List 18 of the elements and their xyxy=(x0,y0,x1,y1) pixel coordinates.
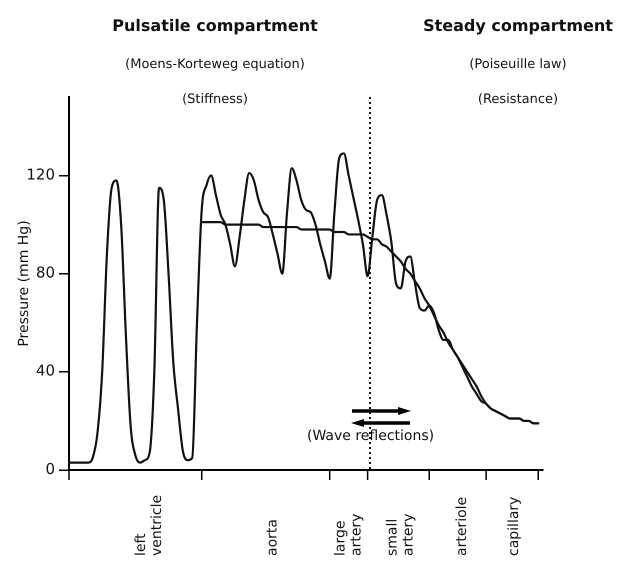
x-tick-label: small artery xyxy=(384,514,416,556)
annotation: (Wave reflections) xyxy=(307,428,434,444)
annotation: (Resistance) xyxy=(476,92,560,107)
text: Steady compartment xyxy=(422,16,614,35)
y-tick-label: 120 xyxy=(26,165,55,184)
text: (Moens-Korteweg equation) xyxy=(124,57,306,72)
x-tick-label: arteriole xyxy=(454,496,470,556)
x-tick-label: capillary xyxy=(506,496,522,556)
x-tick-label: aorta xyxy=(264,519,280,556)
y-tick-label: 80 xyxy=(36,264,55,282)
annotation: (Stiffness) xyxy=(181,92,249,107)
x-tick-label: large artery xyxy=(332,514,364,556)
text: Pulsatile compartment xyxy=(111,16,319,35)
text: (Poiseuille law) xyxy=(468,57,568,72)
y-tick-label: 40 xyxy=(36,362,55,380)
y-axis-title: Pressure (mm Hg) xyxy=(16,220,32,347)
x-tick-label: left ventricle xyxy=(133,494,166,556)
y-tick-label: 0 xyxy=(45,460,55,478)
